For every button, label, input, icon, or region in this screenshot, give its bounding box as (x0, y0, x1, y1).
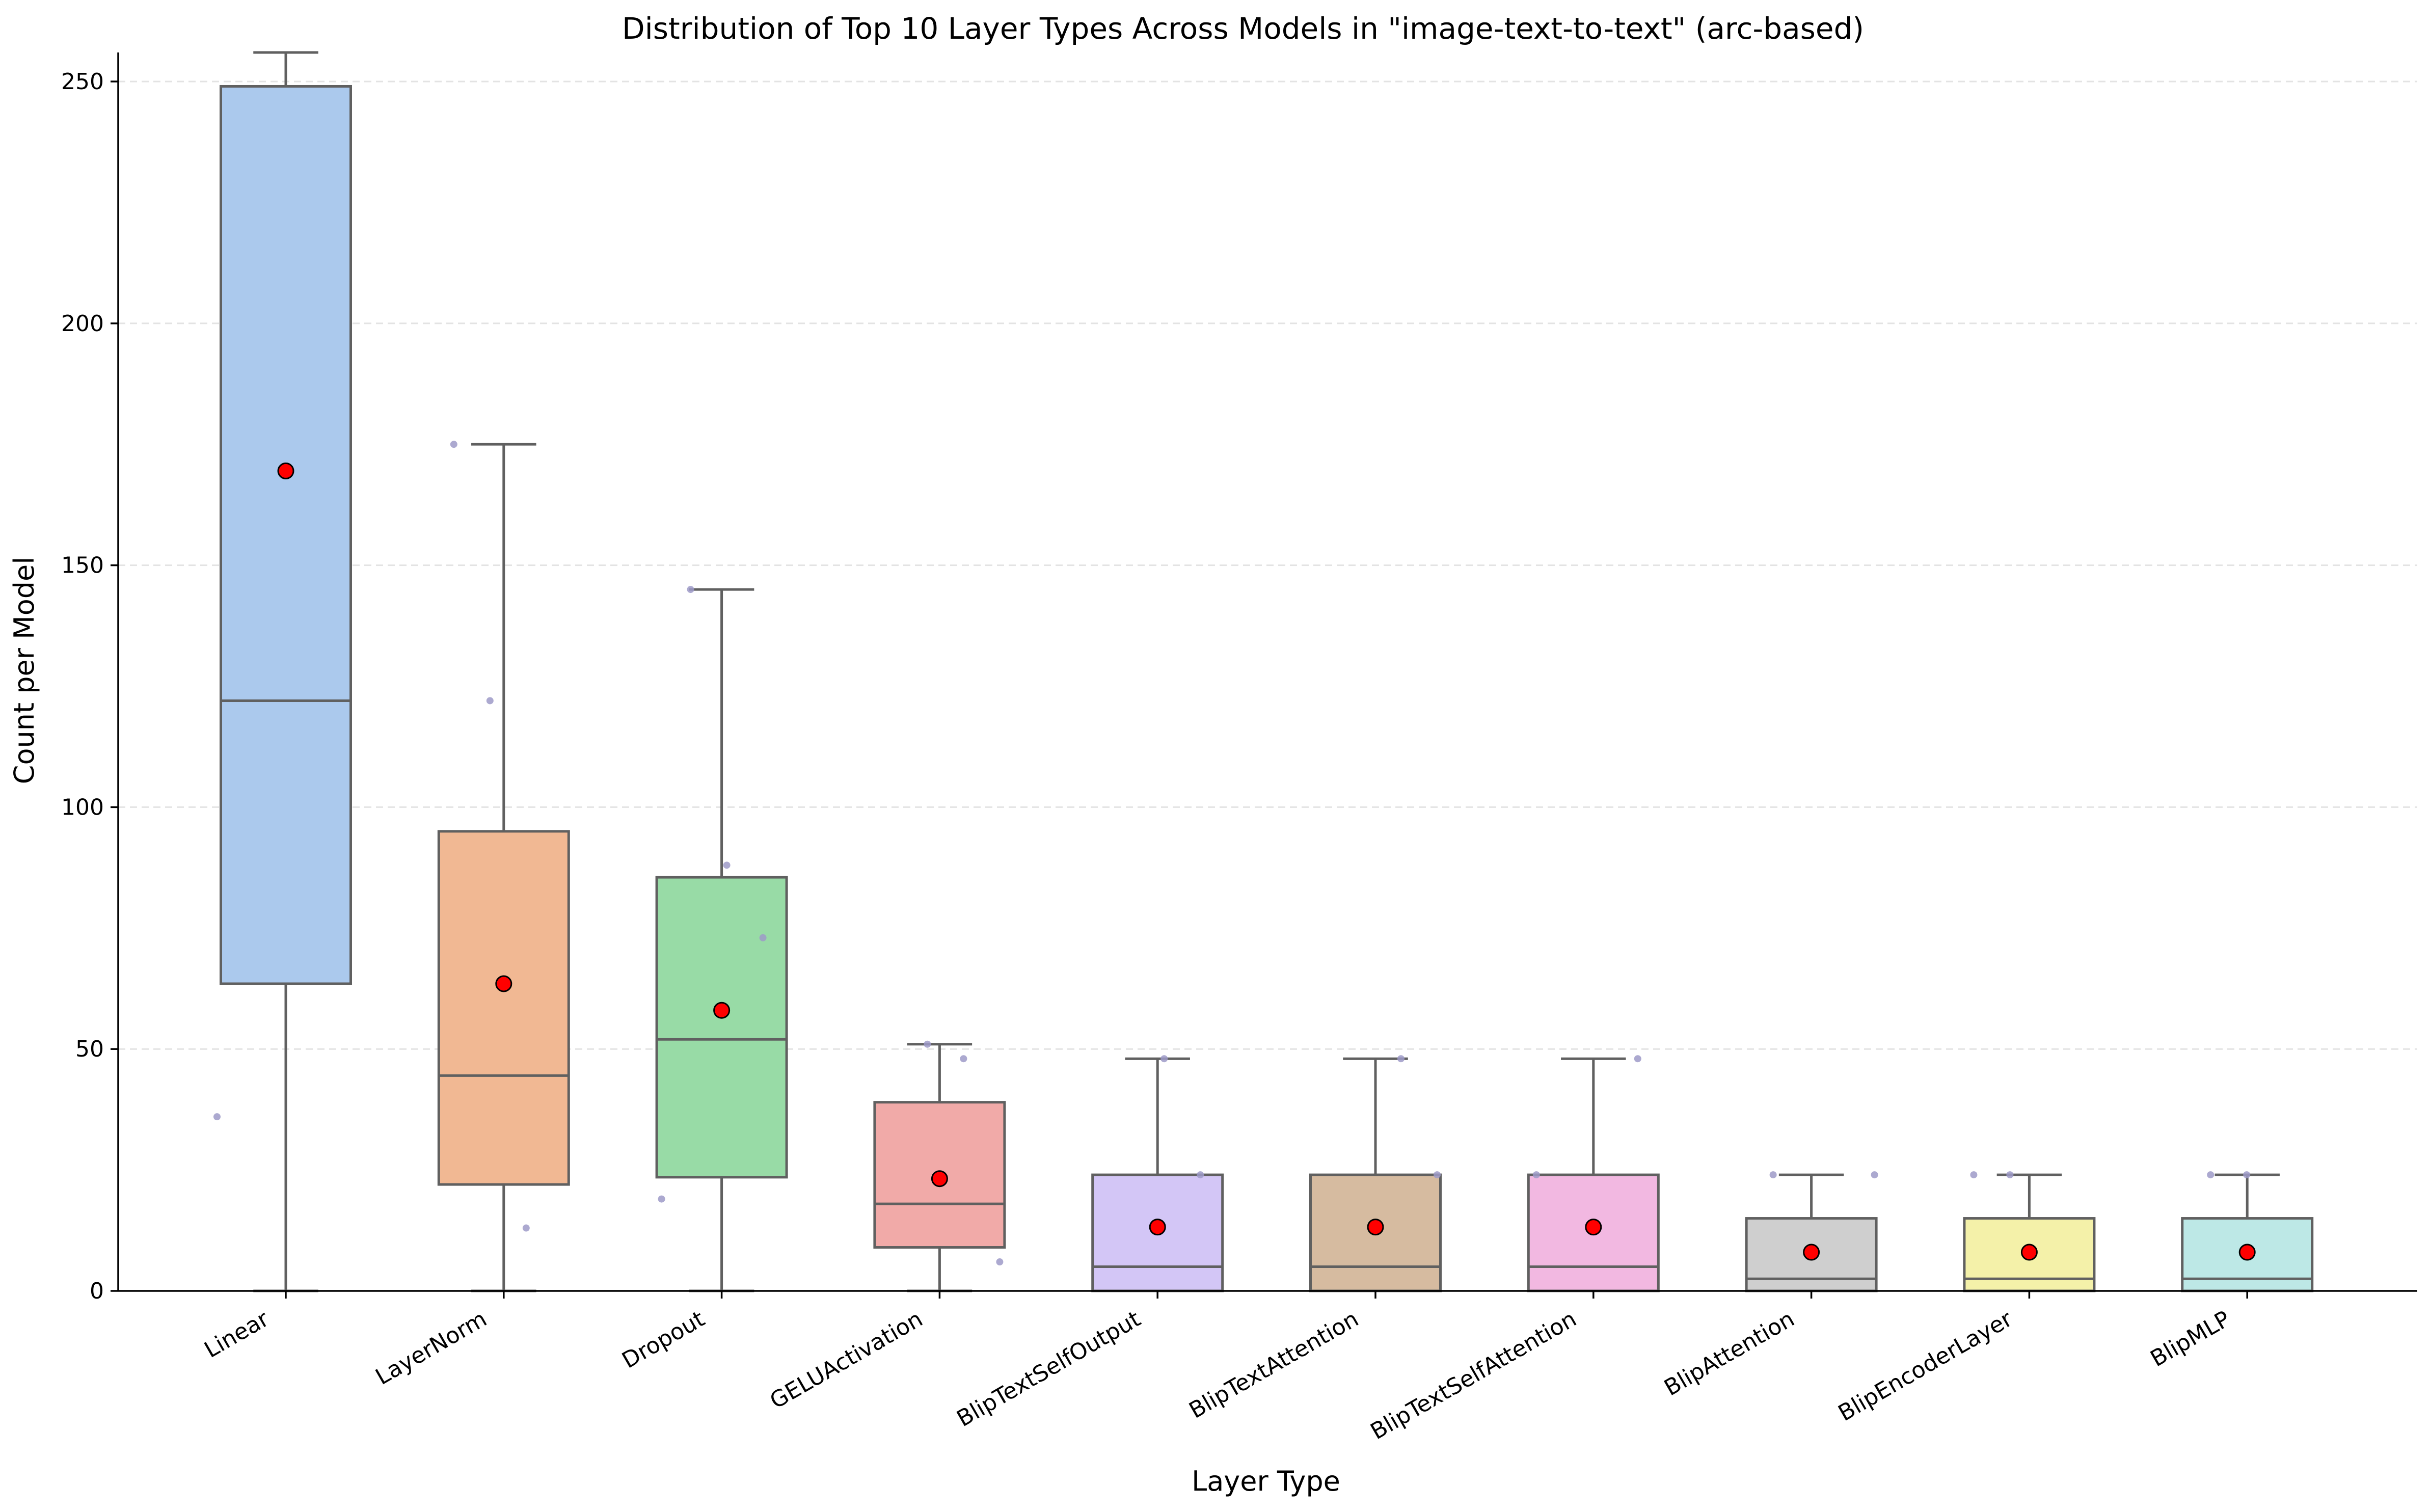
jitter-point (2006, 1171, 2014, 1179)
y-tick-label-50: 50 (75, 1036, 104, 1062)
box-group-BlipMLP (2181, 1171, 2314, 1292)
grid-lines (118, 80, 2417, 1050)
jitter-point (996, 1258, 1004, 1266)
mean-marker (713, 1002, 731, 1019)
mean-marker (1367, 1219, 1384, 1236)
axes (117, 52, 2417, 1292)
y-tick-label-200: 200 (61, 311, 104, 337)
x-tick-label-LayerNorm: LayerNorm (371, 1306, 492, 1390)
mean-marker (2020, 1244, 2038, 1261)
jitter-point (723, 861, 731, 869)
y-tick-label-100: 100 (61, 794, 104, 820)
mean-marker (495, 975, 512, 992)
x-ticks: Linear LayerNorm Dropout GELUActivation Blip… (200, 1291, 2248, 1445)
jitter-point (213, 1113, 221, 1121)
box-group-Dropout (655, 586, 788, 1292)
x-tick-label-Linear: Linear (200, 1306, 274, 1363)
y-tick-label-250: 250 (61, 69, 104, 95)
mean-marker (1149, 1219, 1166, 1236)
box-group-BlipTextSelfAttention (1527, 1055, 1660, 1292)
x-tick-label-BlipMLP: BlipMLP (2146, 1306, 2235, 1372)
jitter-point (1970, 1171, 1978, 1179)
jitter-point (1160, 1055, 1168, 1063)
jitter-point (759, 934, 767, 941)
box-group-BlipTextAttention (1309, 1055, 1442, 1292)
jitter-point (522, 1224, 530, 1232)
box (655, 876, 788, 1179)
jitter-point (1434, 1171, 1441, 1179)
jitter-point (2207, 1171, 2215, 1179)
x-tick-label-BlipTextAttention: BlipTextAttention (1185, 1306, 1363, 1423)
box-group-LayerNorm (437, 441, 570, 1292)
jitter-point (1397, 1055, 1405, 1063)
x-tick-label-BlipTextSelfAttention: BlipTextSelfAttention (1366, 1306, 1581, 1445)
y-ticks: 0 50 100 150 200 250 (61, 69, 118, 1304)
y-tick-label-0: 0 (90, 1278, 104, 1304)
box (437, 830, 570, 1186)
x-tick-label-BlipAttention: BlipAttention (1660, 1306, 1799, 1401)
box-group-Linear (213, 51, 352, 1292)
chart-title: Distribution of Top 10 Layer Types Acros… (622, 11, 1864, 46)
box-group-BlipAttention (1745, 1171, 1878, 1292)
y-tick-label-150: 150 (61, 553, 104, 579)
mean-marker (931, 1170, 948, 1187)
jitter-point (1532, 1171, 1540, 1179)
jitter-point (1634, 1055, 1641, 1063)
box (1527, 1173, 1660, 1292)
jitter-point (658, 1195, 665, 1203)
jitter-point (1769, 1171, 1777, 1179)
jitter-point (450, 441, 457, 448)
box (220, 85, 352, 985)
mean-marker (1585, 1219, 1602, 1236)
x-tick-label-BlipEncoderLayer: BlipEncoderLayer (1834, 1306, 2017, 1426)
jitter-point (486, 697, 494, 705)
box-group-BlipTextSelfOutput (1091, 1055, 1224, 1292)
jitter-point (924, 1040, 931, 1048)
mean-marker (2238, 1244, 2256, 1261)
jitter-point (687, 586, 694, 593)
mean-marker (277, 462, 294, 479)
boxes (213, 51, 2314, 1292)
jitter-point (960, 1055, 967, 1063)
x-axis-label: Layer Type (1192, 1465, 1340, 1497)
jitter-point (1197, 1171, 1204, 1179)
jitter-point (1871, 1171, 1878, 1179)
x-tick-label-BlipTextSelfOutput: BlipTextSelfOutput (953, 1306, 1145, 1432)
x-tick-label-GELUActivation: GELUActivation (766, 1306, 927, 1414)
box-group-BlipEncoderLayer (1963, 1171, 2096, 1292)
y-axis-label: Count per Model (8, 557, 40, 785)
box-group-GELUActivation (873, 1040, 1006, 1292)
mean-marker (1803, 1244, 1820, 1261)
x-tick-label-Dropout: Dropout (618, 1306, 710, 1373)
jitter-point (2243, 1171, 2251, 1179)
